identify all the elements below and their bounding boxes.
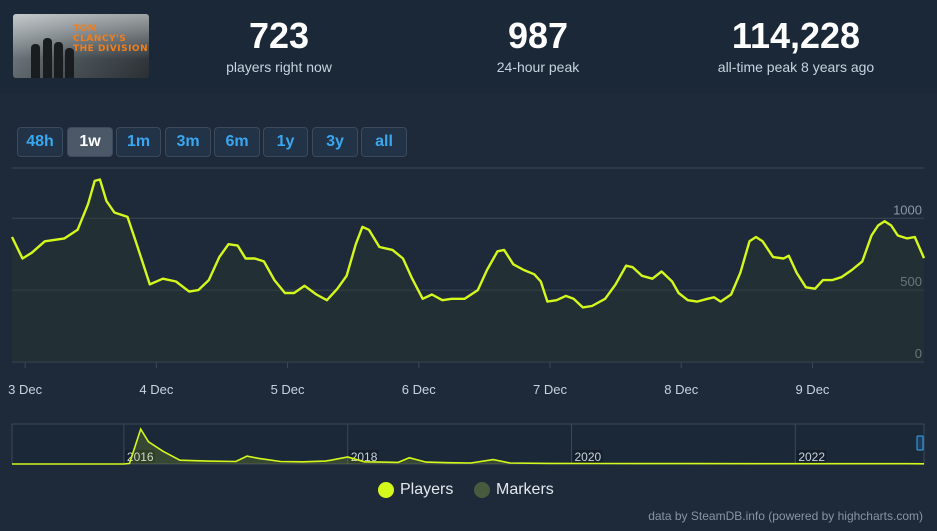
chart-grid (12, 167, 924, 363)
markers-dot-icon (474, 482, 490, 498)
navigator-handle-icon[interactable] (916, 435, 924, 451)
range-button-1y[interactable]: 1y (263, 127, 308, 157)
stat-label: 24-hour peak (496, 59, 580, 75)
game-logo: TOM CLANCY'S THE DIVISION (73, 24, 149, 54)
legend-item-players[interactable]: Players (378, 481, 453, 499)
stats-header: TOM CLANCY'S THE DIVISION 723 players ri… (0, 0, 937, 93)
stat-value: 114,228 (731, 15, 861, 56)
stat-label: players right now (226, 59, 332, 75)
y-tick-label: 1000 (893, 202, 922, 217)
y-axis-labels: 0 500 1000 (893, 202, 922, 361)
range-button-3m[interactable]: 3m (165, 127, 211, 157)
players-line (10, 178, 926, 309)
stat-value: 987 (507, 15, 569, 56)
stat-value: 723 (248, 15, 310, 56)
x-tick-label: 9 Dec (795, 382, 829, 397)
stat-current-players: 723 players right now (169, 15, 389, 76)
game-thumbnail[interactable]: TOM CLANCY'S THE DIVISION (13, 14, 149, 78)
range-button-1m[interactable]: 1m (116, 127, 161, 157)
x-tick-label: 5 Dec (271, 382, 305, 397)
range-button-all[interactable]: all (361, 127, 407, 157)
stat-all-time-peak: 114,228 all-time peak 8 years ago (686, 15, 906, 76)
x-tick-label: 4 Dec (139, 382, 173, 397)
range-button-48h[interactable]: 48h (17, 127, 63, 157)
legend-item-markers[interactable]: Markers (474, 481, 554, 499)
legend-label: Players (400, 481, 454, 498)
range-button-1w[interactable]: 1w (67, 127, 113, 157)
x-tick-label: 6 Dec (402, 382, 436, 397)
legend-label: Markers (496, 481, 554, 498)
chart-credits[interactable]: data by SteamDB.info (powered by highcha… (648, 509, 923, 523)
navigator-year-label: 2016 (127, 450, 154, 464)
y-tick-label: 500 (900, 274, 922, 289)
chart-legend: Players Markers (0, 481, 937, 505)
stat-label: all-time peak 8 years ago (717, 59, 875, 75)
y-tick-label: 0 (915, 346, 922, 361)
x-tick-label: 7 Dec (533, 382, 567, 397)
players-dot-icon (378, 482, 394, 498)
navigator-year-label: 2022 (798, 450, 825, 464)
players-area (12, 179, 924, 362)
navigator-year-label: 2020 (575, 450, 602, 464)
navigator[interactable]: 2016 2018 2020 2022 (11, 423, 925, 465)
range-button-6m[interactable]: 6m (214, 127, 260, 157)
range-button-3y[interactable]: 3y (312, 127, 358, 157)
x-tick-label: 8 Dec (664, 382, 698, 397)
stat-24h-peak: 987 24-hour peak (428, 15, 648, 76)
navigator-line (12, 427, 925, 465)
x-axis-labels: 3 Dec 4 Dec 5 Dec 6 Dec 7 Dec 8 Dec 9 Dec (8, 362, 830, 397)
x-tick-label: 3 Dec (8, 382, 42, 397)
